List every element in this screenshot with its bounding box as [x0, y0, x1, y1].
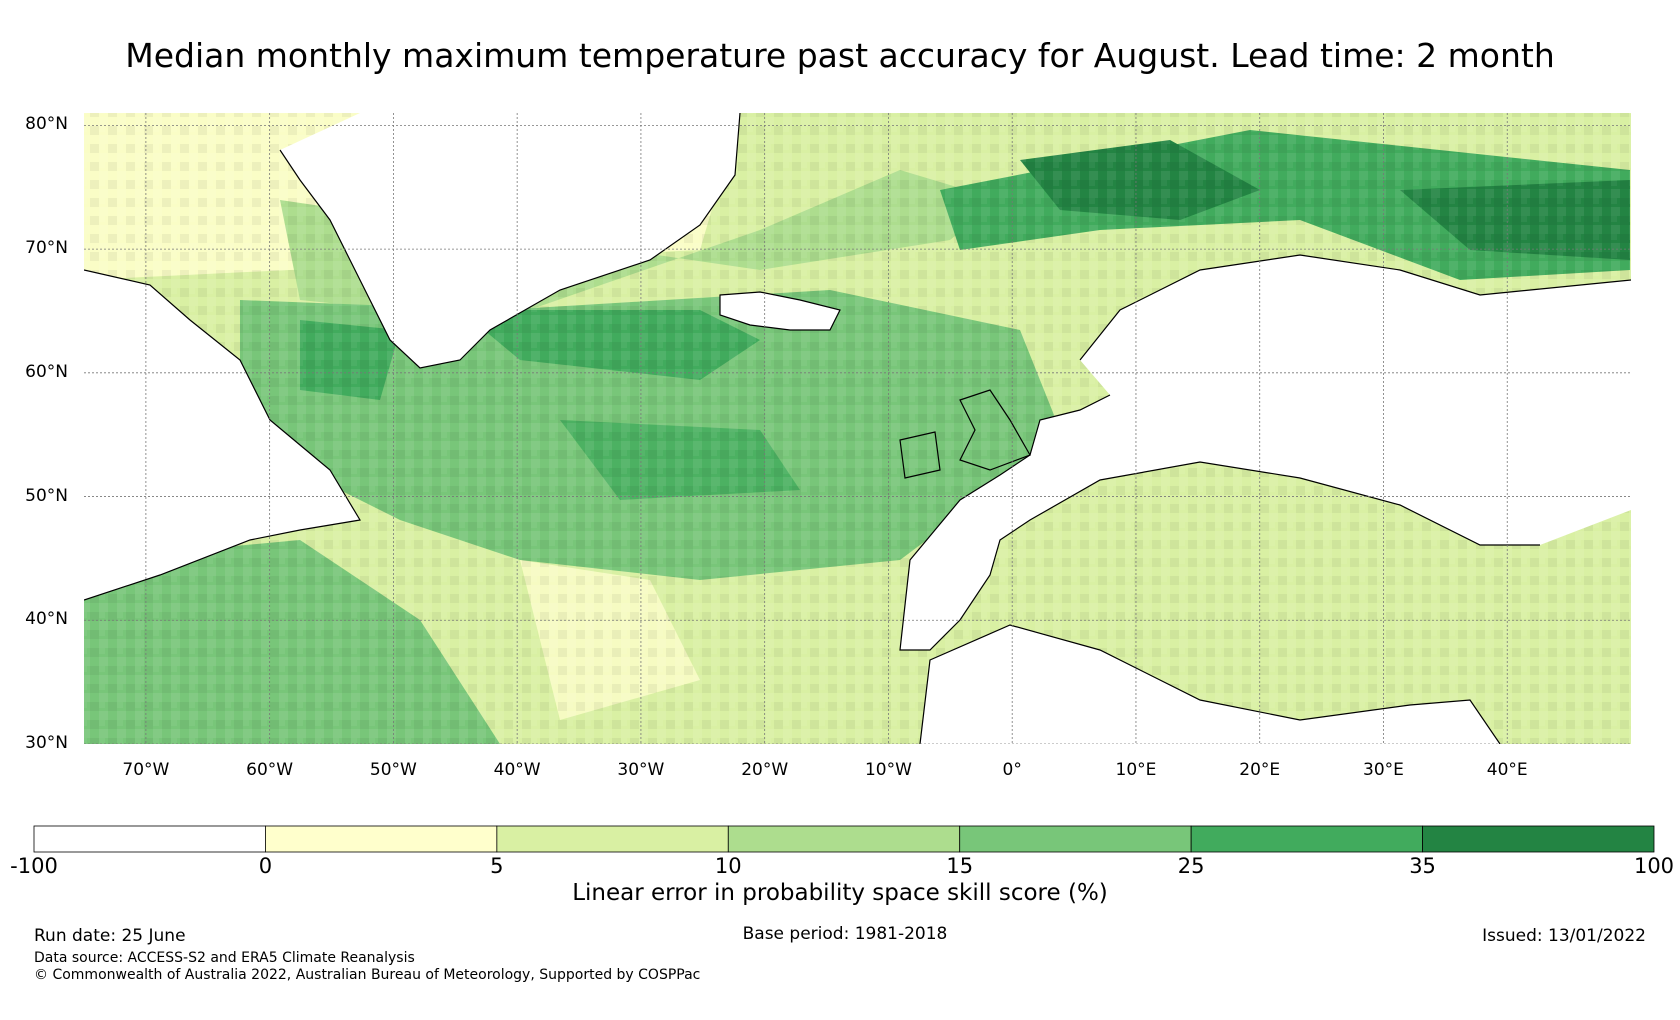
latitude-label: 50°N — [25, 485, 68, 506]
longitude-label: 50°W — [369, 760, 417, 780]
colorbar-title: Linear error in probability space skill … — [572, 880, 1108, 906]
run-date: Run date: 25 June — [34, 926, 186, 946]
gridlines — [84, 113, 1631, 744]
colorbar-tick-label: 10 — [714, 854, 742, 878]
colorbar-tick-label: 0 — [258, 854, 273, 878]
latitude-label: 60°N — [25, 361, 68, 382]
colorbar-tick-label: 35 — [1409, 854, 1436, 878]
longitude-label: 70°W — [122, 760, 170, 780]
colorbar-tick-label: 5 — [490, 854, 504, 878]
land-greenland — [280, 113, 740, 368]
copyright: © Commonwealth of Australia 2022, Austra… — [34, 967, 701, 983]
land-north-africa — [920, 625, 1500, 744]
colorbar-bin — [959, 825, 1192, 853]
colorbar-bin — [496, 825, 729, 853]
longitude-label: 40°W — [493, 760, 541, 780]
colorbar-tick-label: 100 — [1633, 854, 1675, 878]
land-europe — [900, 255, 1631, 650]
land-iceland — [720, 292, 840, 330]
coastline-greenland — [279, 113, 741, 369]
colorbar-bin — [727, 825, 961, 853]
longitude-label: 60°W — [246, 760, 294, 780]
colorbar-tick-label: -100 — [10, 854, 58, 878]
coastline-scandinavia — [1079, 254, 1631, 361]
land-north-america — [84, 270, 360, 600]
longitude-label: 10°W — [864, 760, 912, 780]
latitude-label: 80°N — [25, 114, 68, 135]
colorbar-tick-label: 25 — [1177, 854, 1205, 878]
skill-field — [84, 113, 1631, 744]
coastline-north-africa — [919, 624, 1501, 744]
longitude-label: 20°E — [1239, 760, 1281, 780]
coastline-great-britain — [959, 389, 1031, 471]
colorbar-bin — [1422, 825, 1655, 853]
issued-date: Issued: 13/01/2022 — [1482, 926, 1646, 946]
coastline-ireland — [899, 431, 941, 479]
chart-title: Median monthly maximum temperature past … — [125, 36, 1555, 75]
colorbar-tick-label: 15 — [946, 854, 974, 878]
colorbar-bin — [1190, 825, 1423, 853]
latitude-label: 70°N — [25, 238, 68, 259]
longitude-label: 0° — [1002, 760, 1022, 780]
longitude-label: 20°W — [741, 760, 789, 780]
coastline-iceland — [719, 291, 841, 331]
longitude-label: 10°E — [1115, 760, 1157, 780]
coastline-north-america — [84, 269, 361, 601]
colorbar-bin — [265, 825, 498, 853]
latitude-label: 40°N — [25, 609, 68, 630]
coastlines — [84, 113, 1631, 744]
base-period: Base period: 1981-2018 — [742, 924, 948, 944]
longitude-label: 30°E — [1363, 760, 1404, 780]
colorbar-bin — [33, 825, 266, 853]
longitude-label: 30°W — [617, 760, 665, 780]
latitude-label: 30°N — [25, 733, 68, 753]
colorbar — [33, 825, 1655, 853]
data-source: Data source: ACCESS-S2 and ERA5 Climate … — [34, 950, 415, 966]
longitude-label: 40°E — [1486, 760, 1528, 780]
